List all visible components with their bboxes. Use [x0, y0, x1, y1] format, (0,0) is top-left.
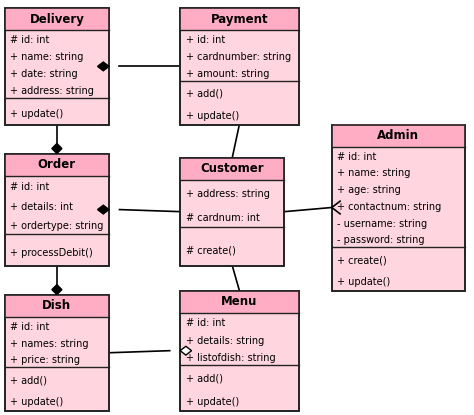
Bar — [332, 124, 465, 290]
Text: Payment: Payment — [210, 13, 268, 26]
Text: + listofdish: string: + listofdish: string — [186, 353, 275, 363]
Text: + ordertype: string: + ordertype: string — [10, 222, 104, 232]
Text: Dish: Dish — [42, 299, 72, 312]
Text: + price: string: + price: string — [10, 355, 81, 366]
Text: # id: int: # id: int — [10, 322, 50, 332]
Text: + create(): + create() — [337, 255, 387, 265]
Polygon shape — [98, 205, 109, 214]
Text: + address: string: + address: string — [186, 189, 270, 199]
Bar — [5, 295, 109, 411]
Text: + id: int: + id: int — [186, 35, 225, 46]
Text: # id: int: # id: int — [10, 182, 50, 193]
Text: + update(): + update() — [10, 109, 64, 119]
Bar — [180, 158, 284, 266]
Bar — [180, 290, 299, 411]
Text: + cardnumber: string: + cardnumber: string — [186, 52, 291, 62]
Text: Customer: Customer — [201, 162, 264, 175]
Text: + age: string: + age: string — [337, 185, 401, 195]
Text: Menu: Menu — [221, 295, 257, 308]
Bar — [180, 158, 284, 180]
Bar — [332, 124, 465, 290]
Text: + details: string: + details: string — [186, 336, 264, 346]
Text: + update(): + update() — [337, 277, 391, 287]
Text: # create(): # create() — [186, 245, 236, 255]
Text: # id: int: # id: int — [10, 35, 50, 46]
Text: + name: string: + name: string — [10, 52, 84, 62]
Text: + names: string: + names: string — [10, 339, 89, 349]
Bar — [5, 8, 109, 124]
Polygon shape — [180, 346, 191, 355]
Text: Order: Order — [38, 158, 76, 171]
Text: Delivery: Delivery — [29, 13, 84, 26]
Text: + update(): + update() — [186, 397, 239, 407]
Bar — [5, 8, 109, 30]
Text: # id: int: # id: int — [337, 151, 377, 161]
Text: - password: string: - password: string — [337, 235, 425, 245]
Polygon shape — [52, 285, 62, 295]
Text: + update(): + update() — [186, 111, 239, 121]
Bar — [5, 295, 109, 411]
Text: + processDebit(): + processDebit() — [10, 248, 93, 258]
Polygon shape — [98, 62, 109, 71]
Bar — [5, 154, 109, 266]
Bar — [5, 8, 109, 124]
Text: + contactnum: string: + contactnum: string — [337, 202, 442, 212]
Bar — [332, 124, 465, 146]
Text: # cardnum: int: # cardnum: int — [186, 213, 260, 223]
Text: + details: int: + details: int — [10, 202, 73, 212]
Text: # id: int: # id: int — [186, 318, 225, 328]
Text: + add(): + add() — [10, 375, 47, 385]
Polygon shape — [52, 144, 62, 154]
Bar — [180, 8, 299, 124]
Bar — [180, 8, 299, 30]
Text: + add(): + add() — [186, 89, 223, 99]
Text: + name: string: + name: string — [337, 168, 411, 178]
Bar — [180, 8, 299, 124]
Text: + amount: string: + amount: string — [186, 69, 269, 79]
Text: + date: string: + date: string — [10, 69, 78, 79]
Bar — [5, 154, 109, 266]
Bar — [180, 290, 299, 411]
Bar — [5, 295, 109, 317]
Bar — [180, 158, 284, 266]
Bar — [5, 154, 109, 176]
Text: + update(): + update() — [10, 397, 64, 407]
Text: Admin: Admin — [377, 129, 419, 142]
Text: - username: string: - username: string — [337, 219, 428, 229]
Bar — [180, 290, 299, 312]
Text: + add(): + add() — [186, 374, 223, 384]
Text: + address: string: + address: string — [10, 86, 94, 96]
